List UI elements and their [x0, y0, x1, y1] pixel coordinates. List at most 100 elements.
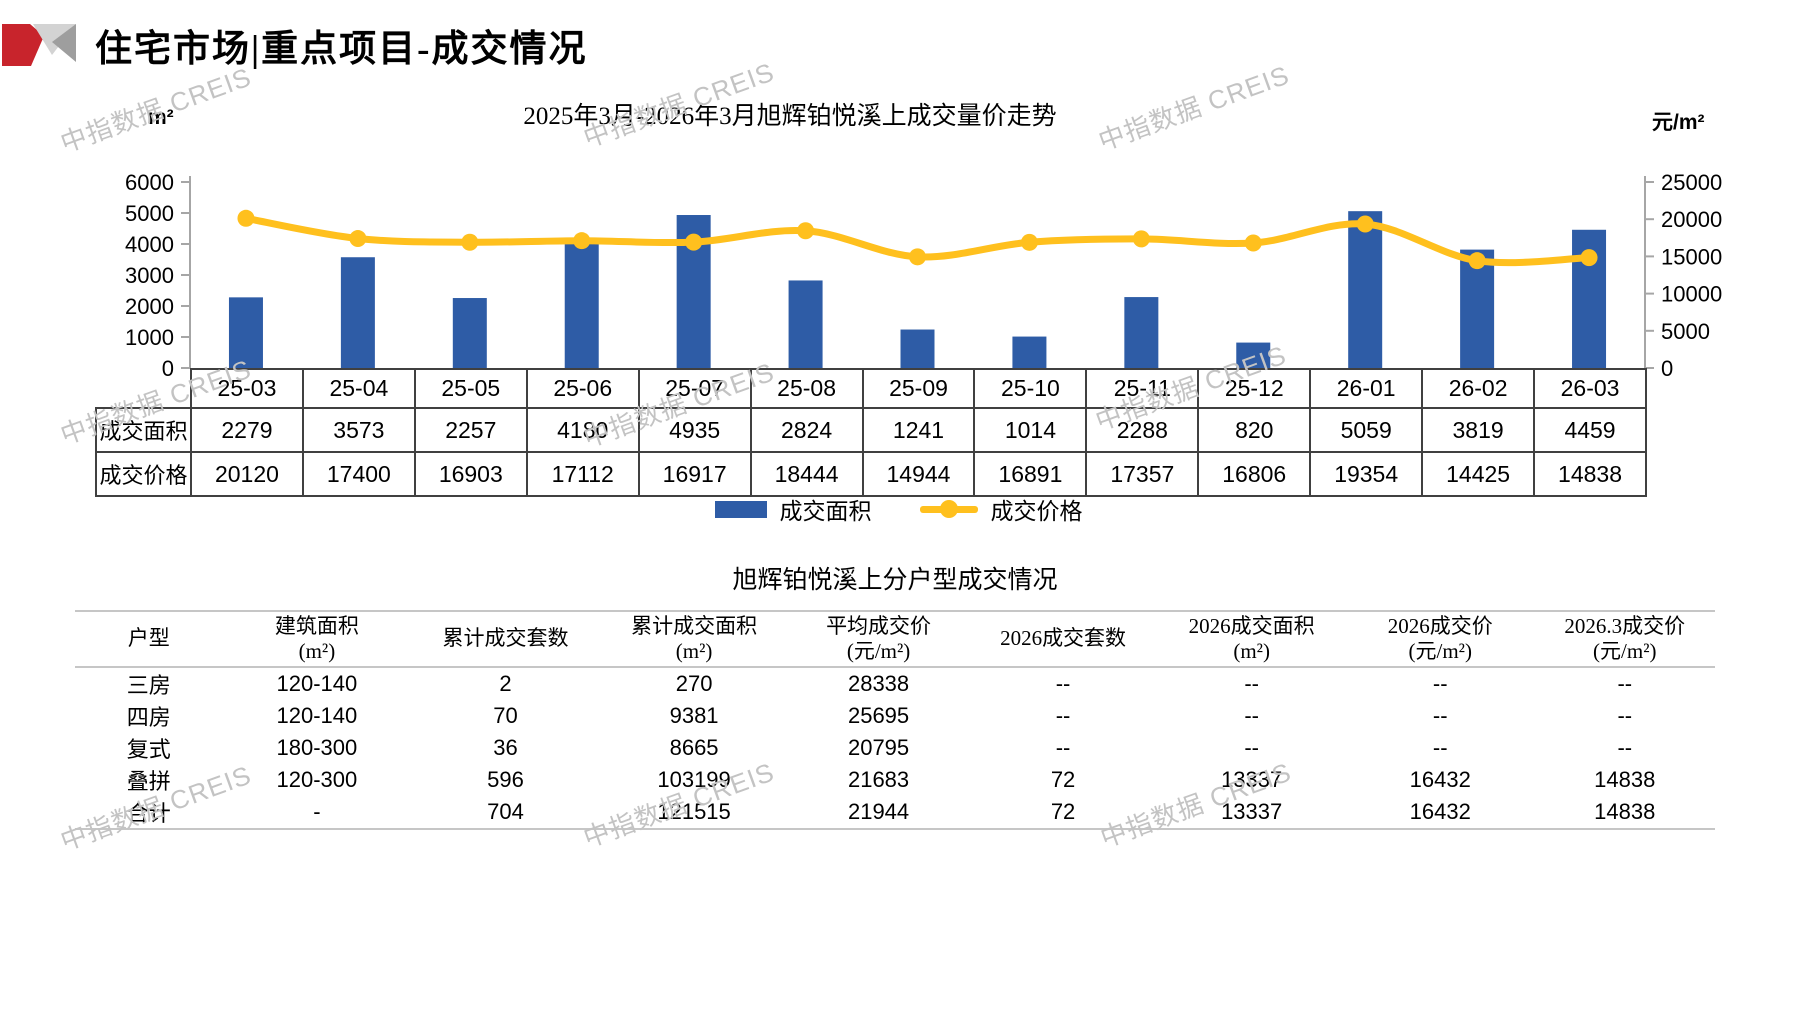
bar [452, 298, 487, 368]
type-table-title: 旭辉铂悦溪上分户型成交情况 [732, 567, 1058, 594]
column-header: 2026成交面积 (m²) [1157, 610, 1346, 668]
data-cell: 21944 [788, 796, 969, 830]
chart-legend: 成交面积 成交价格 [0, 492, 1797, 526]
data-cell: -- [1244, 735, 1259, 760]
data-cell: -- [1055, 735, 1071, 760]
month-label: 26-01 [1309, 368, 1424, 409]
type-breakdown-table: 户型 建筑面积 (m²) 累计成交套数 累计成交面积 (m²) 平均成交价 (元/m²) 202… [75, 610, 1715, 830]
right-axis-tick-label: 5000 [1661, 319, 1710, 344]
price-line-point [573, 232, 591, 250]
series-row-label: 成交面积 [95, 407, 192, 453]
month-label: 25-05 [413, 368, 528, 409]
value-cell: 1014 [973, 407, 1088, 453]
data-cell: 25695 [847, 703, 910, 728]
month-label: 25-11 [1085, 368, 1200, 409]
month-label: 25-03 [190, 368, 304, 409]
data-cell: -- [1617, 703, 1633, 728]
value-cell: 16806 [1197, 451, 1312, 497]
bar [564, 238, 599, 368]
price-line-point [797, 222, 815, 240]
value-cell: 14944 [861, 451, 976, 497]
value-cell: 820 [1197, 407, 1312, 453]
creis-logo-icon [2, 24, 76, 66]
column-header: 累计成交套数 [411, 610, 600, 668]
bar [1124, 297, 1159, 368]
row-label-cell: 合计 [75, 796, 223, 830]
price-line-point [349, 230, 367, 248]
value-cell: 2824 [749, 407, 864, 453]
row-label-cell: 三房 [126, 673, 171, 698]
price-line-point [237, 209, 255, 227]
data-cell: -- [1055, 703, 1071, 728]
data-cell: -- [1617, 735, 1633, 760]
chart-data-table: 25-03 25-04 25-05 25-06 25-07 25-08 25-09 25-10… [95, 368, 1647, 497]
column-header: 累计成交面积 (m²) [599, 610, 789, 668]
type-table-row: 复式 180-300 36 8665 20795 -- -- -- -- [75, 732, 1715, 764]
month-label: 25-10 [973, 368, 1088, 409]
data-cell: 13337 [1221, 767, 1283, 792]
row-label-cell: 叠拼 [126, 769, 171, 794]
value-cell: 2279 [190, 407, 304, 453]
legend-item-area: 成交面积 [714, 492, 872, 526]
bar [1460, 249, 1495, 368]
data-cell: 180-300 [276, 735, 358, 760]
logo-red-shape [2, 24, 44, 66]
value-cell: 4459 [1533, 407, 1647, 453]
type-table-row: 四房 120-140 70 9381 25695 -- -- -- -- [75, 700, 1715, 732]
data-cell: 36 [493, 735, 518, 760]
data-cell: 120-140 [276, 671, 358, 696]
data-cell: -- [1617, 671, 1633, 696]
empty-corner-cell [96, 369, 191, 408]
value-cell: 19354 [1309, 451, 1424, 497]
value-cell: 18444 [749, 451, 864, 497]
data-cell: 121515 [599, 796, 789, 830]
type-table-row: 叠拼 120-300 596 103199 21683 72 13337 16432 14838 [75, 764, 1715, 796]
data-cell: -- [1244, 703, 1259, 728]
data-cell: 14838 [1594, 767, 1656, 792]
left-axis-tick-label: 4000 [125, 232, 174, 257]
bar-series-swatch-icon [714, 500, 767, 518]
month-label: 26-03 [1533, 368, 1647, 409]
type-table-row: 三房 120-140 2 270 28338 -- -- -- -- [75, 667, 1715, 700]
value-cell: 14425 [1421, 451, 1536, 497]
value-cell: 16891 [973, 451, 1088, 497]
chart-title: 2025年3月-2026年3月旭辉铂悦溪上成交量价走势 [523, 103, 1057, 130]
data-cell: 2 [499, 671, 512, 696]
right-axis-unit-label: 元/m² [1652, 111, 1705, 134]
right-axis-tick-label: 15000 [1661, 244, 1722, 269]
left-axis-tick-label: 0 [162, 356, 174, 380]
month-label: 25-07 [637, 368, 752, 409]
bar [228, 297, 263, 368]
value-cell: 20120 [190, 451, 304, 497]
data-cell: 16432 [1409, 767, 1471, 792]
bar [788, 280, 823, 368]
row-label-cell: 复式 [126, 737, 171, 762]
data-cell: 28338 [847, 671, 910, 696]
data-cell: -- [1055, 671, 1071, 696]
data-cell: -- [1432, 735, 1448, 760]
right-axis-tick-label: 20000 [1661, 207, 1722, 232]
left-axis-unit-label: m² [148, 106, 174, 129]
data-cell: 120-140 [276, 703, 358, 728]
right-axis-tick-label: 10000 [1661, 282, 1722, 307]
data-cell: 72 [1050, 767, 1076, 792]
column-header: 2026成交套数 [968, 610, 1158, 668]
price-line-point [685, 233, 703, 251]
month-label: 25-08 [749, 368, 864, 409]
value-cell: 16917 [637, 451, 752, 497]
price-line-point [1132, 230, 1150, 248]
data-cell: 72 [968, 796, 1158, 830]
value-cell: 16903 [413, 451, 528, 497]
bar [1348, 211, 1383, 368]
left-axis-tick-label: 1000 [125, 325, 174, 350]
data-cell: 21683 [847, 767, 910, 792]
line-series-swatch-icon [919, 500, 978, 518]
month-label: 25-09 [861, 368, 976, 409]
data-cell: 704 [411, 796, 600, 830]
volume-price-chart: 0 1000 2000 3000 4000 5000 6000 0 5000 10000 15000… [125, 170, 1722, 380]
price-line-point [461, 233, 479, 251]
value-cell: 14838 [1533, 451, 1647, 497]
month-label: 26-02 [1421, 368, 1536, 409]
value-cell: 3573 [301, 407, 416, 453]
